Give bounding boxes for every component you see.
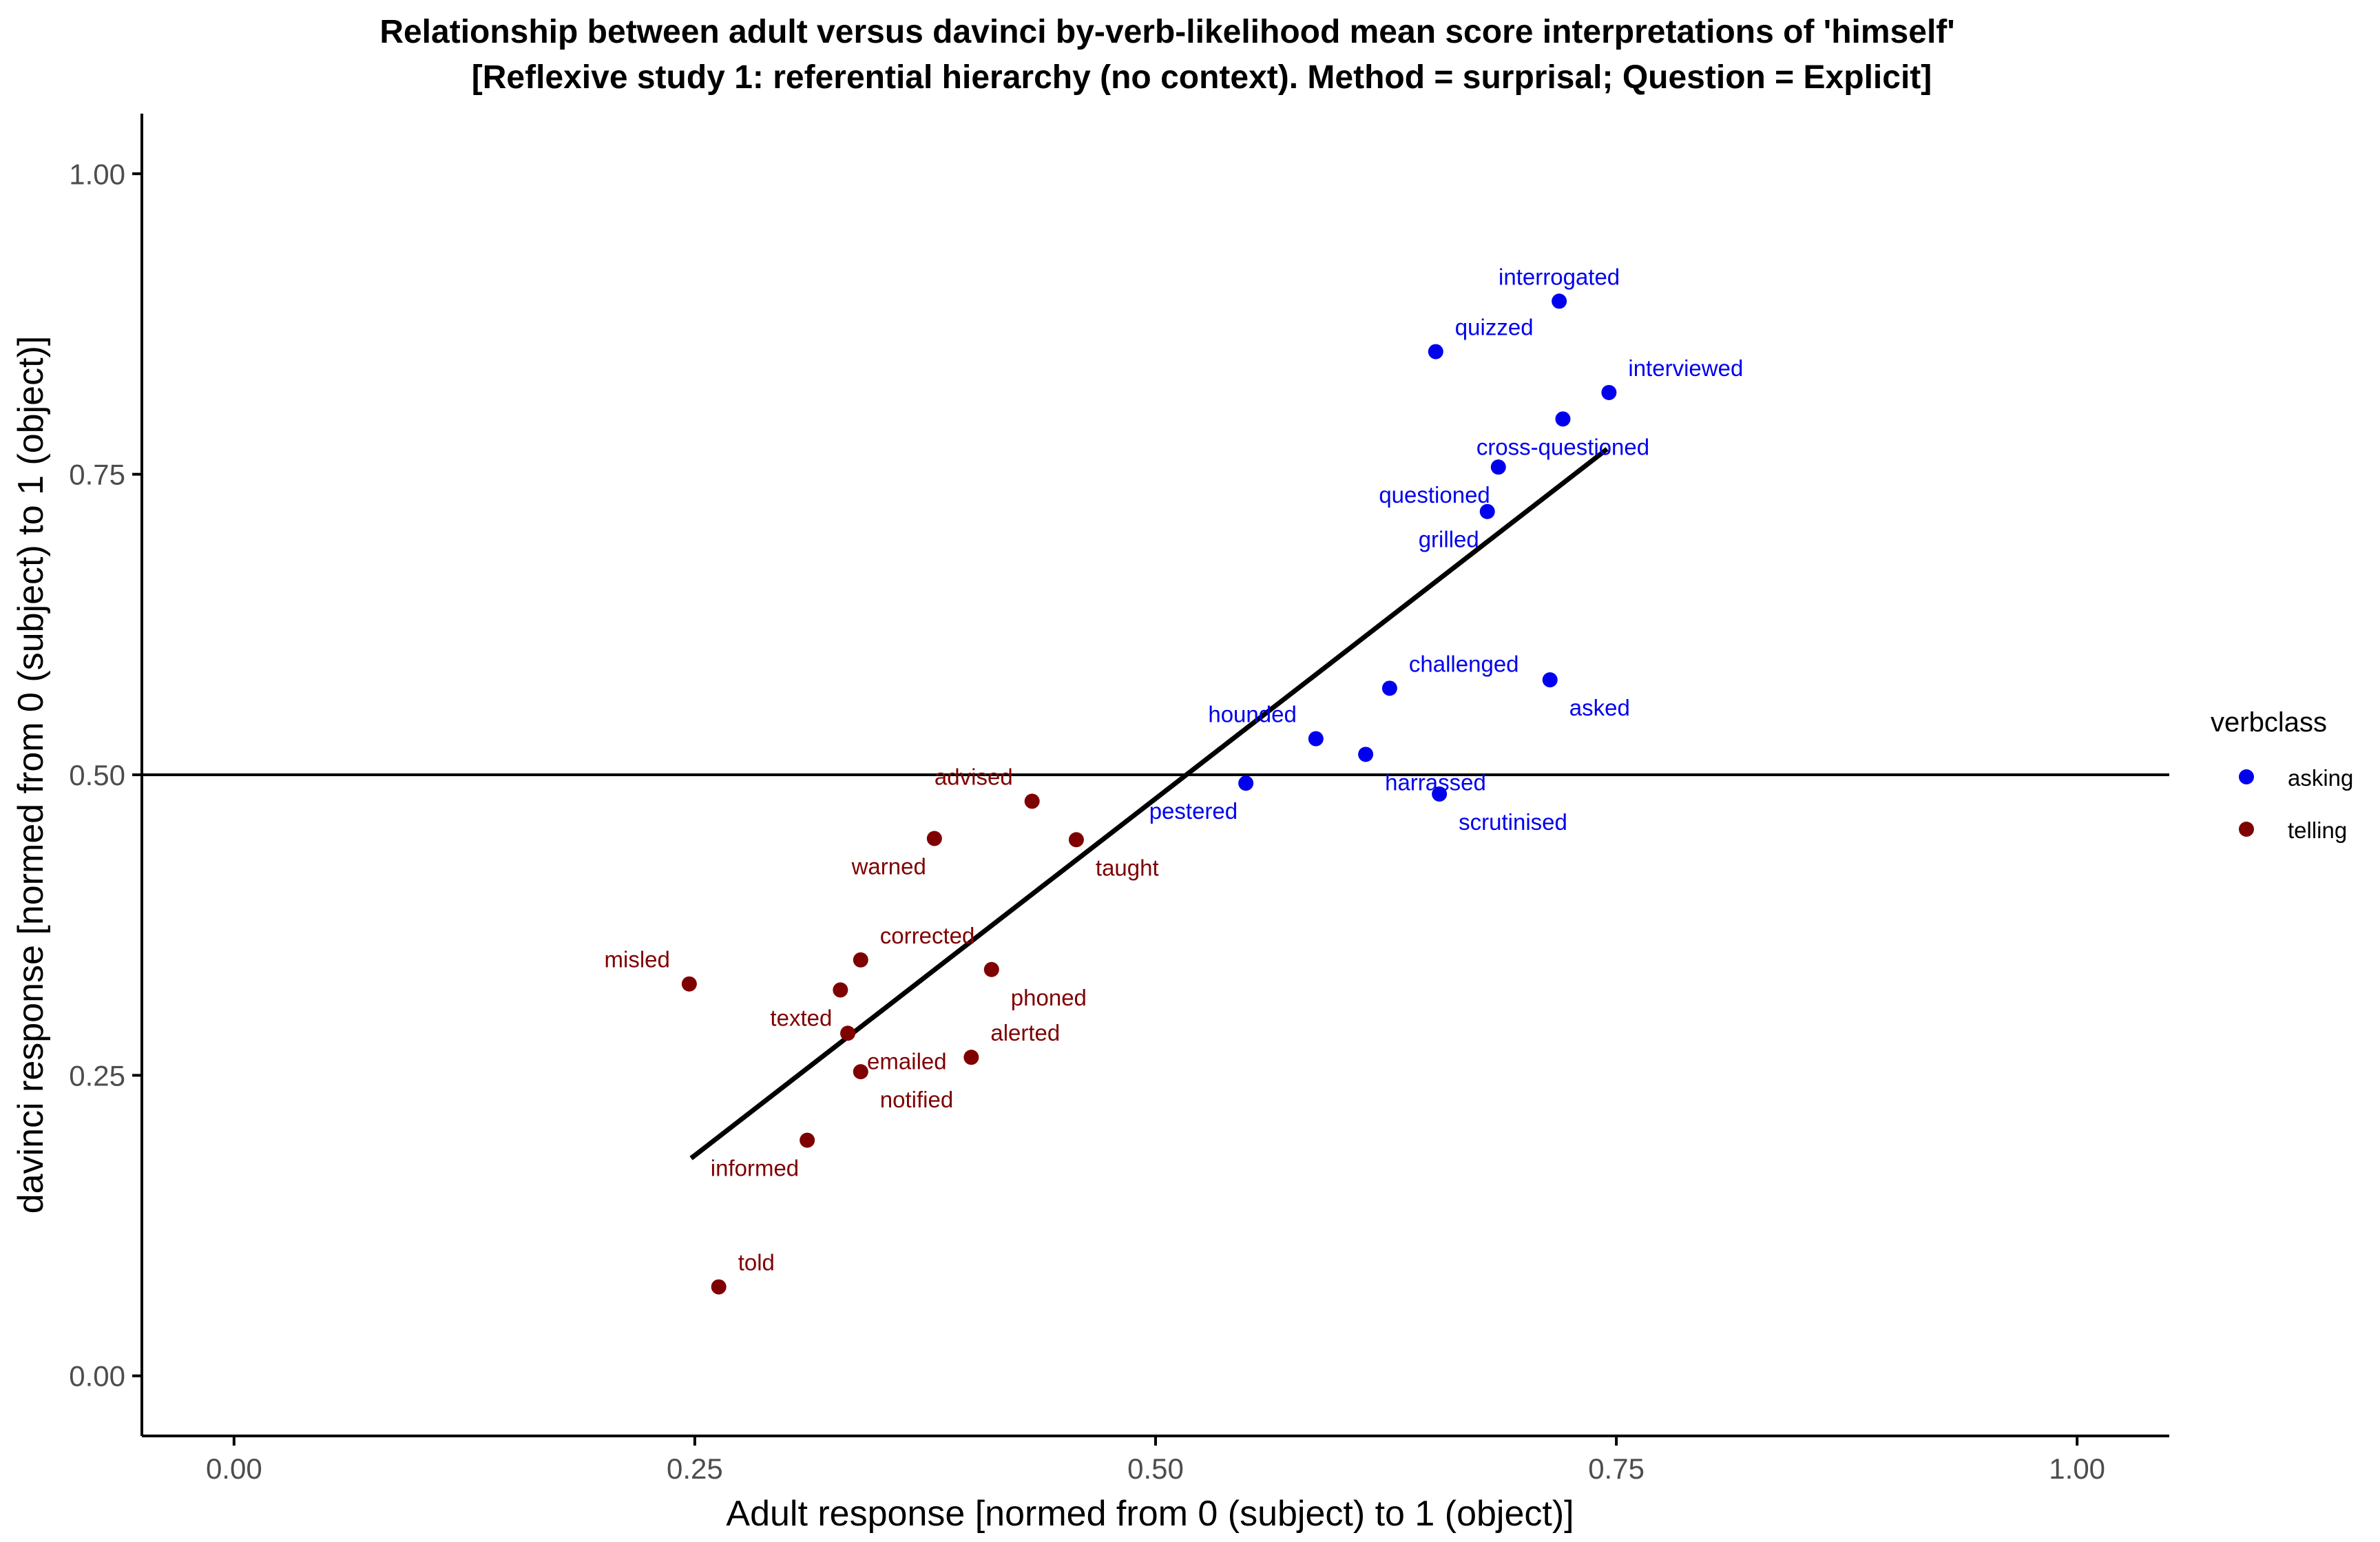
point-label-informed: informed [711, 1156, 799, 1181]
point-label-challenged: challenged [1409, 651, 1519, 676]
chart-title-line1: Relationship between adult versus davinc… [379, 14, 1954, 50]
data-point-asked [1542, 672, 1558, 688]
point-label-warned: warned [851, 854, 926, 879]
data-point-corrected [853, 952, 868, 968]
point-label-alerted: alerted [990, 1020, 1060, 1045]
data-point-texted [833, 982, 848, 998]
legend-key-asking [2239, 769, 2254, 784]
data-point-emailed [840, 1025, 856, 1041]
point-label-corrected: corrected [880, 923, 975, 948]
fit-line [689, 447, 1609, 1160]
data-point-quizzed [1428, 344, 1443, 360]
data-point-interrogated [1552, 293, 1567, 309]
x-tick-label-4: 1.00 [2049, 1452, 2105, 1485]
point-label-misled: misled [605, 947, 670, 972]
point-label-taught: taught [1096, 855, 1159, 880]
y-tick-label-2: 0.50 [69, 759, 125, 791]
data-point-told [711, 1279, 727, 1295]
x-tick-label-1: 0.25 [667, 1452, 723, 1485]
data-point-alerted [963, 1050, 979, 1065]
point-label-cross-questioned: cross-questioned [1476, 434, 1649, 459]
y-tick-label-3: 0.75 [69, 459, 125, 491]
data-point-challenged [1381, 680, 1397, 696]
point-label-grilled: grilled [1419, 527, 1479, 552]
data-point-phoned [983, 961, 999, 977]
data-point-harrassed [1358, 747, 1374, 762]
data-point-taught [1068, 832, 1084, 848]
x-tick-label-0: 0.00 [206, 1452, 262, 1485]
legend-key-telling [2239, 822, 2254, 837]
legend-title: verbclass [2211, 707, 2327, 738]
data-point-cross-questioned [1555, 411, 1571, 427]
x-tick-label-2: 0.50 [1127, 1452, 1184, 1485]
axes: 0.00 0.25 0.50 0.75 1.00 0.00 0.25 0.50 0.75 1.00 [69, 114, 2169, 1485]
point-label-questioned: questioned [1379, 482, 1490, 508]
point-label-phoned: phoned [1011, 985, 1087, 1010]
data-point-scrutinised [1432, 786, 1448, 802]
point-label-quizzed: quizzed [1455, 315, 1534, 340]
legend: verbclass asking telling [2211, 707, 2353, 843]
x-axis-label: Adult response [normed from 0 (subject) … [726, 1494, 1574, 1534]
point-label-told: told [738, 1250, 775, 1275]
point-label-interviewed: interviewed [1628, 355, 1743, 381]
point-label-advised: advised [935, 764, 1013, 789]
legend-label-telling: telling [2288, 817, 2347, 843]
point-label-scrutinised: scrutinised [1459, 809, 1567, 835]
point-label-interrogated: interrogated [1499, 264, 1620, 289]
data-point-misled [681, 976, 697, 992]
point-label-asked: asked [1569, 695, 1630, 720]
data-point-warned [926, 831, 942, 846]
data-point-grilled [1479, 503, 1495, 519]
legend-label-asking: asking [2288, 765, 2353, 791]
y-tick-label-0: 0.00 [69, 1360, 125, 1393]
data-point-hounded [1308, 731, 1324, 747]
chart-title-line2: [Reflexive study 1: referential hierarch… [472, 59, 1932, 96]
plot-area: interrogated quizzed interviewed cross-ques… [142, 264, 2169, 1295]
point-label-texted: texted [770, 1005, 832, 1030]
data-point-informed [800, 1132, 815, 1148]
y-tick-label-1: 0.25 [69, 1059, 125, 1092]
data-point-advised [1024, 793, 1040, 809]
data-point-pestered [1238, 775, 1254, 791]
point-label-hounded: hounded [1208, 702, 1296, 727]
point-label-emailed: emailed [867, 1048, 947, 1074]
point-label-pestered: pestered [1149, 798, 1238, 824]
x-tick-label-3: 0.75 [1588, 1452, 1645, 1485]
data-point-questioned [1490, 459, 1506, 475]
y-axis-label: davinci response [normed from 0 (subject… [11, 336, 51, 1214]
data-point-interviewed [1601, 384, 1617, 400]
data-point-notified [853, 1064, 868, 1080]
point-label-notified: notified [880, 1087, 953, 1112]
y-tick-label-4: 1.00 [69, 158, 125, 190]
